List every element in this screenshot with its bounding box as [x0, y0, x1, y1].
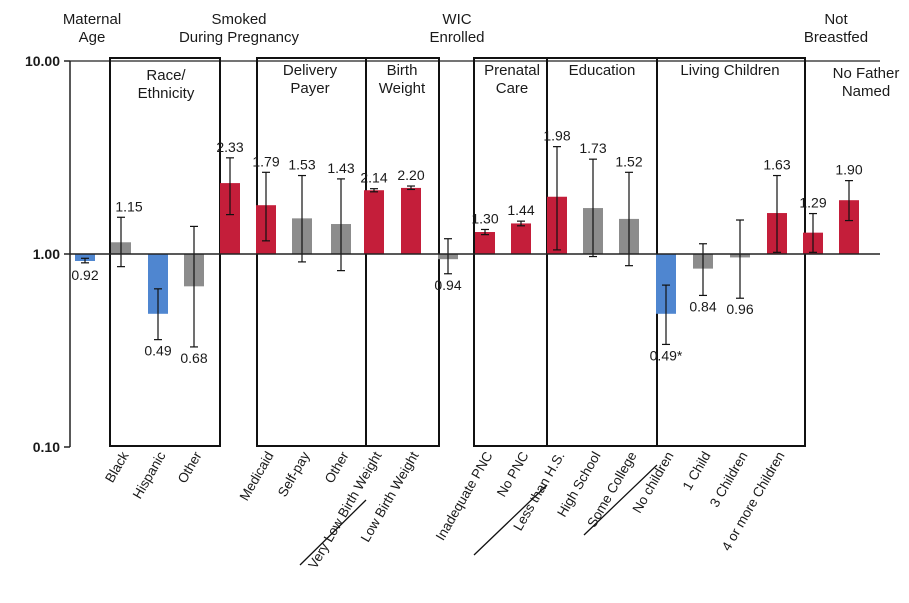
- data-label: 1.52: [615, 153, 642, 169]
- category-label: Other: [322, 449, 352, 486]
- category-label: Medicaid: [237, 449, 277, 503]
- group-header-label: Education: [569, 62, 636, 79]
- data-label: 2.14: [360, 170, 387, 186]
- separator-line: [299, 499, 367, 566]
- group-header-label: No Father Named: [833, 65, 900, 100]
- data-label: 1.73: [579, 140, 606, 156]
- bar: [401, 187, 421, 254]
- separator-line: [473, 484, 548, 556]
- y-tick-label: 10.00: [25, 53, 60, 69]
- group-header-label: Not Breastfed: [804, 11, 868, 46]
- category-label: Other: [175, 449, 205, 486]
- bar: [220, 183, 240, 254]
- bar: [148, 254, 168, 314]
- data-label: 0.96: [726, 301, 753, 317]
- data-label: 0.94: [434, 277, 461, 293]
- data-label: 2.20: [397, 167, 424, 183]
- data-label: 1.79: [252, 153, 279, 169]
- data-label: 1.63: [763, 157, 790, 173]
- data-label: 1.44: [507, 202, 534, 218]
- data-label: 0.84: [689, 298, 716, 314]
- bar: [475, 232, 495, 254]
- data-label: 0.92: [71, 267, 98, 283]
- data-label: 1.43: [327, 160, 354, 176]
- data-label: 0.49*: [650, 347, 683, 363]
- bar: [364, 190, 384, 254]
- y-tick-label: 1.00: [33, 246, 60, 262]
- group-header-label: Delivery Payer: [283, 62, 338, 97]
- data-label: 1.98: [543, 128, 570, 144]
- category-label: Self-pay: [275, 449, 313, 500]
- data-label: 0.68: [180, 350, 207, 366]
- bar: [75, 254, 95, 261]
- data-label: 1.53: [288, 157, 315, 173]
- separator-line: [583, 464, 658, 536]
- data-label: 1.15: [115, 198, 142, 214]
- category-label: No PNC: [494, 449, 532, 500]
- category-label: 1 Child: [680, 449, 714, 493]
- category-label: Inadequate PNC: [433, 449, 496, 543]
- category-label: Black: [102, 449, 132, 485]
- group-header-label: WIC Enrolled: [429, 11, 484, 46]
- data-label: 2.33: [216, 139, 243, 155]
- group-header-label: Birth Weight: [379, 62, 426, 97]
- y-tick-label: 0.10: [33, 439, 60, 455]
- group-header-label: Maternal Age: [63, 11, 121, 46]
- group-header-label: Race/Ethnicity: [138, 67, 195, 102]
- group-header-label: Living Children: [680, 62, 779, 79]
- data-label: 0.49: [144, 343, 171, 359]
- category-label: Hispanic: [130, 449, 169, 502]
- group-header-label: Prenatal Care: [484, 62, 540, 97]
- bar: [511, 223, 531, 254]
- bar: [839, 200, 859, 254]
- data-label: 1.29: [799, 195, 826, 211]
- data-label: 1.30: [471, 210, 498, 226]
- group-header-label: Smoked During Pregnancy: [179, 11, 300, 46]
- bar: [656, 254, 676, 314]
- data-label: 1.90: [835, 162, 862, 178]
